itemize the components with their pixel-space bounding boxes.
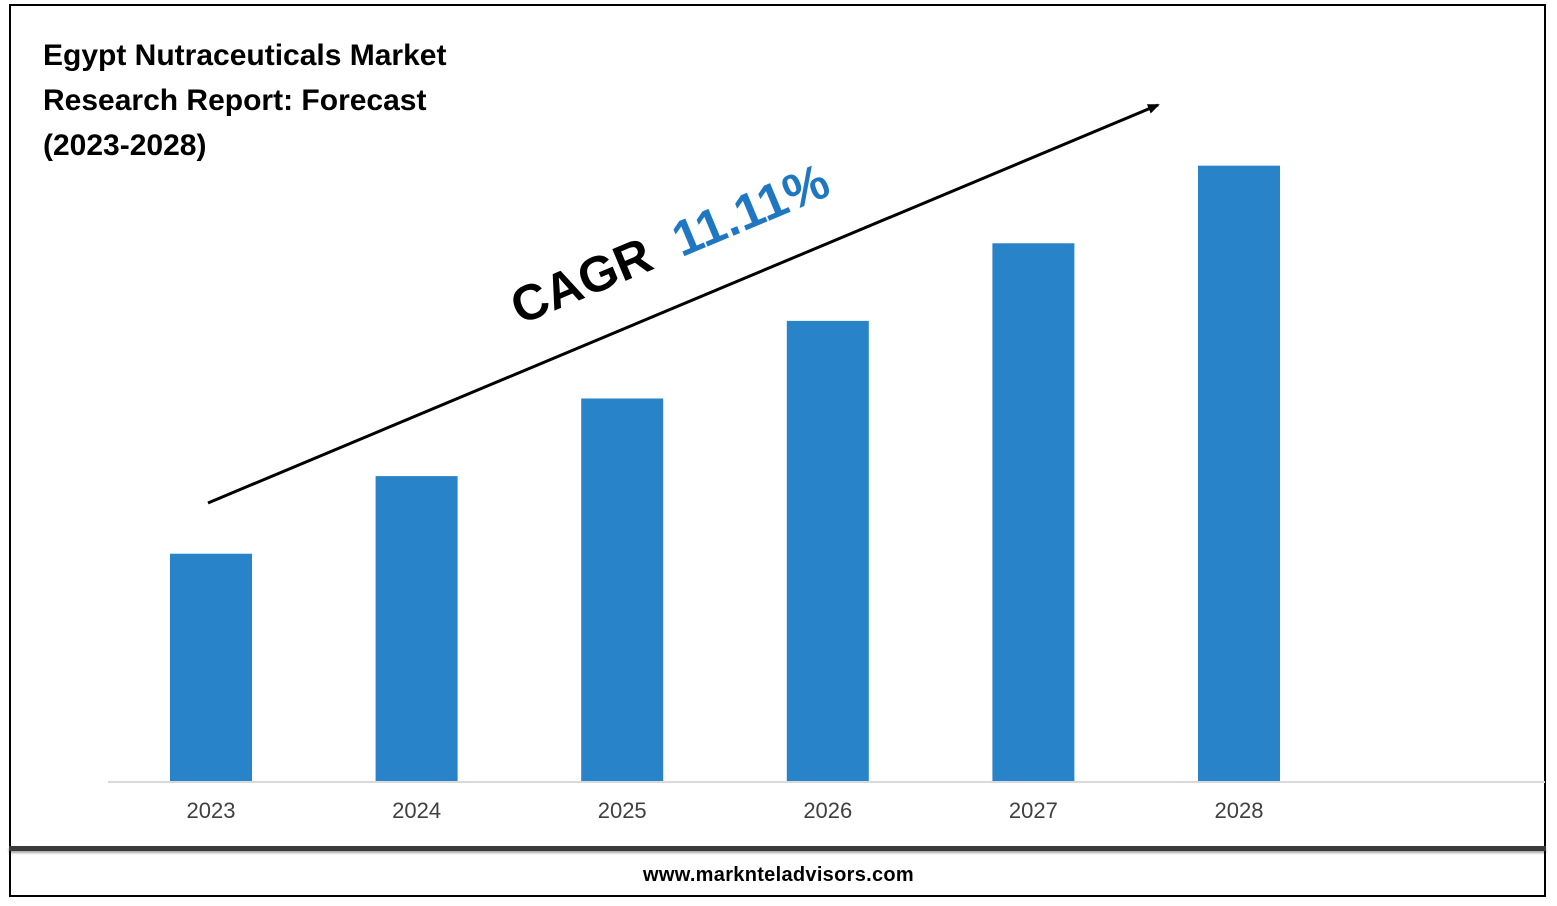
bar-2024 <box>375 476 458 782</box>
x-tick-label-2028: 2028 <box>1215 798 1264 823</box>
bar-2023 <box>170 553 252 782</box>
cagr-text: CAGR 11.11% <box>503 153 838 336</box>
x-tick-label-2026: 2026 <box>803 798 852 823</box>
chart-title-line-2: Research Report: Forecast <box>43 84 427 117</box>
bar-2028 <box>1198 165 1280 783</box>
bar-series <box>170 165 1280 783</box>
x-tick-label-2024: 2024 <box>392 798 441 823</box>
x-axis-tick-labels: 2023 2024 2025 2026 2027 2028 <box>187 798 1264 823</box>
x-tick-label-2025: 2025 <box>598 798 647 823</box>
bar-2025 <box>581 398 664 782</box>
cagr-label: CAGR <box>503 227 660 335</box>
bar-2027 <box>992 243 1075 782</box>
chart-title-line-3: (2023-2028) <box>43 129 207 162</box>
x-tick-label-2023: 2023 <box>187 798 236 823</box>
chart-title: Egypt Nutraceuticals Market Research Rep… <box>43 33 513 168</box>
footer-divider <box>9 846 1546 851</box>
chart-title-line-1: Egypt Nutraceuticals Market <box>43 39 447 72</box>
x-tick-label-2027: 2027 <box>1009 798 1058 823</box>
cagr-annotation: CAGR 11.11% <box>503 153 838 336</box>
footer-website: www.marknteladvisors.com <box>643 864 914 886</box>
chart-frame <box>9 4 1546 897</box>
growth-arrow <box>207 103 1160 505</box>
bar-2026 <box>786 320 869 782</box>
